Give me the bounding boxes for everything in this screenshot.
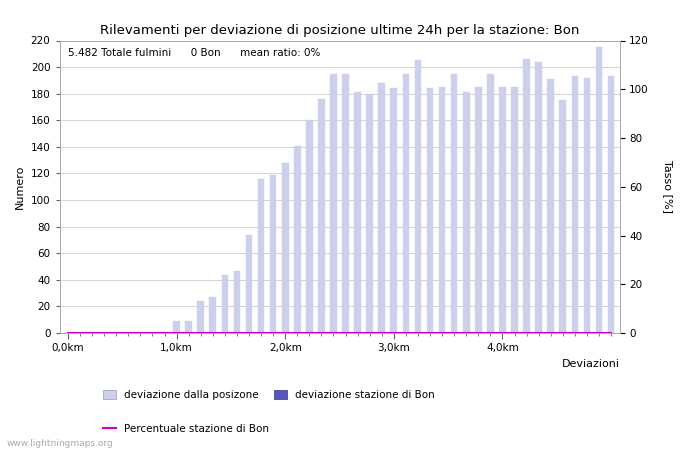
- Bar: [209, 297, 216, 333]
- Bar: [246, 234, 252, 333]
- Bar: [270, 175, 276, 333]
- Bar: [511, 87, 518, 333]
- Bar: [234, 270, 240, 333]
- Bar: [427, 88, 433, 333]
- Bar: [282, 163, 288, 333]
- Bar: [391, 88, 397, 333]
- Bar: [608, 76, 615, 333]
- Y-axis label: Tasso [%]: Tasso [%]: [663, 160, 673, 213]
- Bar: [559, 100, 566, 333]
- Bar: [379, 83, 385, 333]
- Bar: [306, 120, 313, 333]
- Bar: [354, 92, 361, 333]
- Text: www.lightningmaps.org: www.lightningmaps.org: [7, 439, 113, 448]
- Bar: [596, 47, 602, 333]
- Y-axis label: Numero: Numero: [15, 165, 25, 209]
- Bar: [571, 76, 578, 333]
- Bar: [161, 332, 168, 333]
- Text: 5.482 Totale fulmini      0 Bon      mean ratio: 0%: 5.482 Totale fulmini 0 Bon mean ratio: 0…: [68, 48, 321, 58]
- Bar: [402, 74, 409, 333]
- Title: Rilevamenti per deviazione di posizione ultime 24h per la stazione: Bon: Rilevamenti per deviazione di posizione …: [100, 23, 579, 36]
- Bar: [475, 87, 482, 333]
- Bar: [330, 74, 337, 333]
- Bar: [174, 321, 180, 333]
- Bar: [258, 179, 265, 333]
- Bar: [487, 74, 494, 333]
- Bar: [524, 59, 530, 333]
- Bar: [499, 87, 505, 333]
- Bar: [439, 87, 445, 333]
- Bar: [221, 274, 228, 333]
- Text: Deviazioni: Deviazioni: [561, 359, 620, 369]
- Bar: [186, 321, 192, 333]
- Bar: [463, 92, 470, 333]
- Bar: [547, 79, 554, 333]
- Bar: [584, 78, 590, 333]
- Bar: [366, 94, 373, 333]
- Bar: [414, 60, 421, 333]
- Bar: [342, 74, 349, 333]
- Legend: deviazione dalla posizone, deviazione stazione di Bon: deviazione dalla posizone, deviazione st…: [103, 390, 435, 400]
- Bar: [197, 301, 204, 333]
- Bar: [294, 145, 300, 333]
- Bar: [451, 74, 458, 333]
- Bar: [318, 99, 325, 333]
- Legend: Percentuale stazione di Bon: Percentuale stazione di Bon: [103, 423, 269, 433]
- Bar: [536, 62, 542, 333]
